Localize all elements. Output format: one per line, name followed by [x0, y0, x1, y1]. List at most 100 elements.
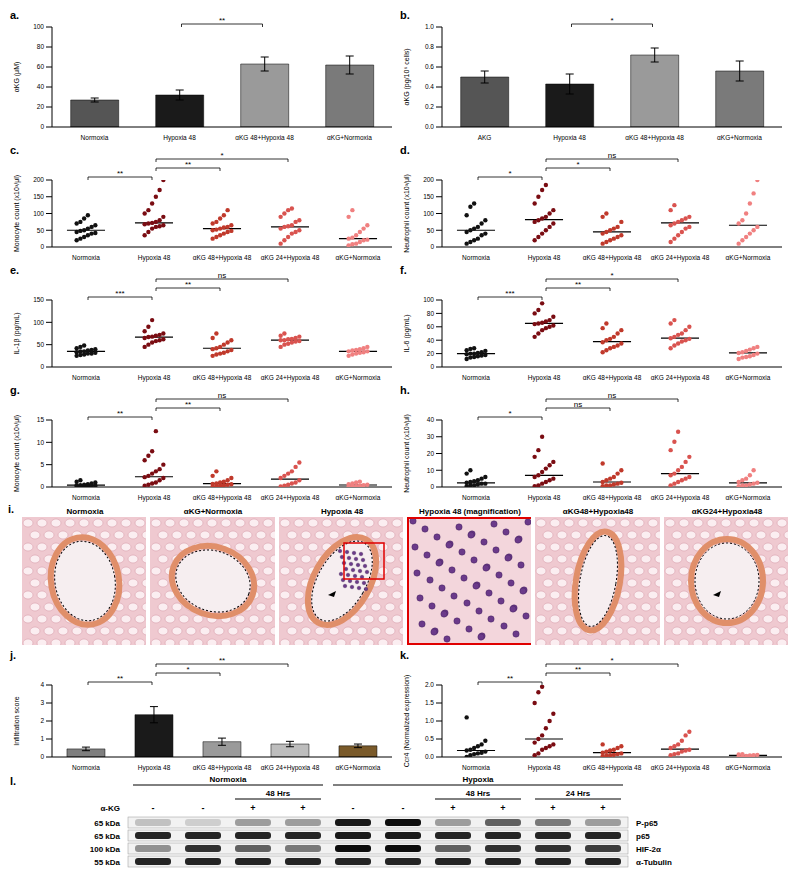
svg-text:-: - [152, 803, 155, 813]
svg-text:+: + [600, 803, 605, 813]
svg-text:0: 0 [40, 363, 44, 370]
svg-text:Normoxia: Normoxia [462, 494, 490, 501]
svg-text:αKG 48+Hypoxia 48: αKG 48+Hypoxia 48 [625, 134, 684, 142]
svg-text:15: 15 [37, 416, 45, 423]
svg-text:40: 40 [427, 416, 435, 423]
svg-text:α-KG: α-KG [100, 804, 120, 813]
svg-text:Normoxia: Normoxia [462, 254, 490, 261]
svg-text:40: 40 [427, 337, 435, 344]
svg-text:αKG 48+Hypoxia 48: αKG 48+Hypoxia 48 [583, 764, 642, 772]
svg-text:Hypoxia: Hypoxia [462, 775, 494, 784]
svg-text:**: ** [185, 400, 191, 409]
svg-text:Hypoxia 48 (magnification): Hypoxia 48 (magnification) [419, 507, 521, 516]
svg-text:ns: ns [574, 400, 582, 409]
svg-text:αKG 24+Hypoxia 48: αKG 24+Hypoxia 48 [651, 374, 710, 382]
svg-text:80: 80 [37, 43, 45, 50]
svg-text:αKG 48+Hypoxia 48: αKG 48+Hypoxia 48 [193, 374, 252, 382]
svg-text:b.: b. [400, 9, 410, 21]
svg-text:ns: ns [608, 151, 616, 160]
svg-text:-: - [402, 803, 405, 813]
svg-text:ns: ns [608, 391, 616, 400]
svg-text:Hypoxia 48: Hypoxia 48 [553, 134, 586, 142]
svg-text:p65: p65 [636, 832, 650, 841]
svg-text:100 kDa: 100 kDa [90, 845, 121, 854]
svg-text:αKG48+Hypoxia48: αKG48+Hypoxia48 [563, 507, 634, 516]
svg-text:0: 0 [40, 753, 44, 760]
svg-text:αKG+Normoxia: αKG+Normoxia [726, 494, 771, 501]
svg-text:Neutrophil count (x10³/μl): Neutrophil count (x10³/μl) [403, 174, 411, 253]
svg-text:l.: l. [10, 775, 16, 787]
svg-text:**: ** [117, 169, 123, 178]
svg-text:αKG 24+Hypoxia 48: αKG 24+Hypoxia 48 [651, 494, 710, 502]
svg-text:Hypoxia 48: Hypoxia 48 [138, 764, 171, 772]
svg-text:-: - [202, 803, 205, 813]
svg-text:0: 0 [40, 123, 44, 130]
svg-text:αKG+Normoxia: αKG+Normoxia [336, 764, 381, 771]
svg-text:Normoxia: Normoxia [462, 764, 490, 771]
svg-text:αKG 24+Hypoxia 48: αKG 24+Hypoxia 48 [651, 254, 710, 262]
svg-text:Normoxia: Normoxia [72, 374, 100, 381]
svg-text:g.: g. [10, 384, 20, 396]
svg-text:αKG+Normoxia: αKG+Normoxia [184, 507, 243, 516]
svg-text:Normoxia: Normoxia [462, 374, 490, 381]
svg-text:a.: a. [10, 9, 19, 21]
svg-text:0.6: 0.6 [425, 63, 434, 70]
svg-text:αKG+Normoxia: αKG+Normoxia [726, 374, 771, 381]
svg-text:c.: c. [10, 144, 19, 156]
svg-text:48 Hrs: 48 Hrs [266, 789, 291, 798]
svg-text:Hypoxia 48: Hypoxia 48 [163, 134, 196, 142]
svg-text:Monocyte count (x10³/μl): Monocyte count (x10³/μl) [13, 175, 21, 252]
svg-text:150: 150 [423, 193, 434, 200]
svg-text:Ccr4 (Normalized expression): Ccr4 (Normalized expression) [403, 675, 411, 768]
svg-text:αKG+Normoxia: αKG+Normoxia [336, 494, 381, 501]
svg-text:0.8: 0.8 [425, 43, 434, 50]
svg-text:*: * [186, 665, 189, 674]
svg-text:**: ** [219, 16, 225, 25]
svg-text:***: *** [505, 289, 514, 298]
svg-text:Hypoxia 48: Hypoxia 48 [528, 764, 561, 772]
svg-text:α-Tubulin: α-Tubulin [636, 858, 672, 867]
svg-text:Hypoxia 48: Hypoxia 48 [138, 254, 171, 262]
svg-text:40: 40 [37, 83, 45, 90]
svg-text:**: ** [117, 674, 123, 683]
svg-text:**: ** [185, 280, 191, 289]
svg-text:Normoxia: Normoxia [72, 494, 100, 501]
svg-text:100: 100 [33, 319, 44, 326]
svg-text:k.: k. [400, 649, 409, 661]
svg-text:αKG 24+Hypoxia 48: αKG 24+Hypoxia 48 [261, 764, 320, 772]
svg-text:50: 50 [37, 341, 45, 348]
svg-text:*: * [220, 151, 223, 160]
svg-text:0: 0 [430, 243, 434, 250]
svg-text:αKG 48+Hypoxia 48: αKG 48+Hypoxia 48 [583, 254, 642, 262]
svg-text:αKG 24+Hypoxia 48: αKG 24+Hypoxia 48 [261, 254, 320, 262]
svg-text:0.4: 0.4 [425, 83, 434, 90]
svg-text:αKG+Normoxia: αKG+Normoxia [717, 134, 762, 141]
svg-text:+: + [550, 803, 555, 813]
svg-text:0.0: 0.0 [425, 753, 434, 760]
svg-text:50: 50 [37, 227, 45, 234]
svg-text:10: 10 [427, 467, 435, 474]
svg-text:HIF-2α: HIF-2α [636, 845, 661, 854]
svg-text:**: ** [507, 674, 513, 683]
svg-text:+: + [450, 803, 455, 813]
svg-text:ns: ns [218, 391, 226, 400]
svg-text:+: + [250, 803, 255, 813]
svg-text:5: 5 [40, 461, 44, 468]
svg-text:100: 100 [423, 210, 434, 217]
svg-text:*: * [610, 271, 613, 280]
svg-text:Normoxia: Normoxia [67, 507, 104, 516]
svg-text:0: 0 [430, 363, 434, 370]
svg-text:0.0: 0.0 [425, 123, 434, 130]
svg-text:***: *** [115, 289, 124, 298]
svg-text:0: 0 [40, 243, 44, 250]
svg-text:IL-6 (pg/mL): IL-6 (pg/mL) [403, 314, 411, 352]
svg-text:αKG (pg/10⁶ cells): αKG (pg/10⁶ cells) [403, 48, 411, 105]
svg-text:αKG 48+Hypoxia 48: αKG 48+Hypoxia 48 [193, 764, 252, 772]
svg-text:αKG+Normoxia: αKG+Normoxia [726, 254, 771, 261]
svg-text:1: 1 [40, 735, 44, 742]
svg-text:*: * [508, 169, 511, 178]
svg-text:αKG 24+Hypoxia 48: αKG 24+Hypoxia 48 [651, 764, 710, 772]
svg-text:Hypoxia 48: Hypoxia 48 [528, 494, 561, 502]
svg-text:2.0: 2.0 [425, 681, 434, 688]
svg-text:αKG+Normoxia: αKG+Normoxia [336, 374, 381, 381]
